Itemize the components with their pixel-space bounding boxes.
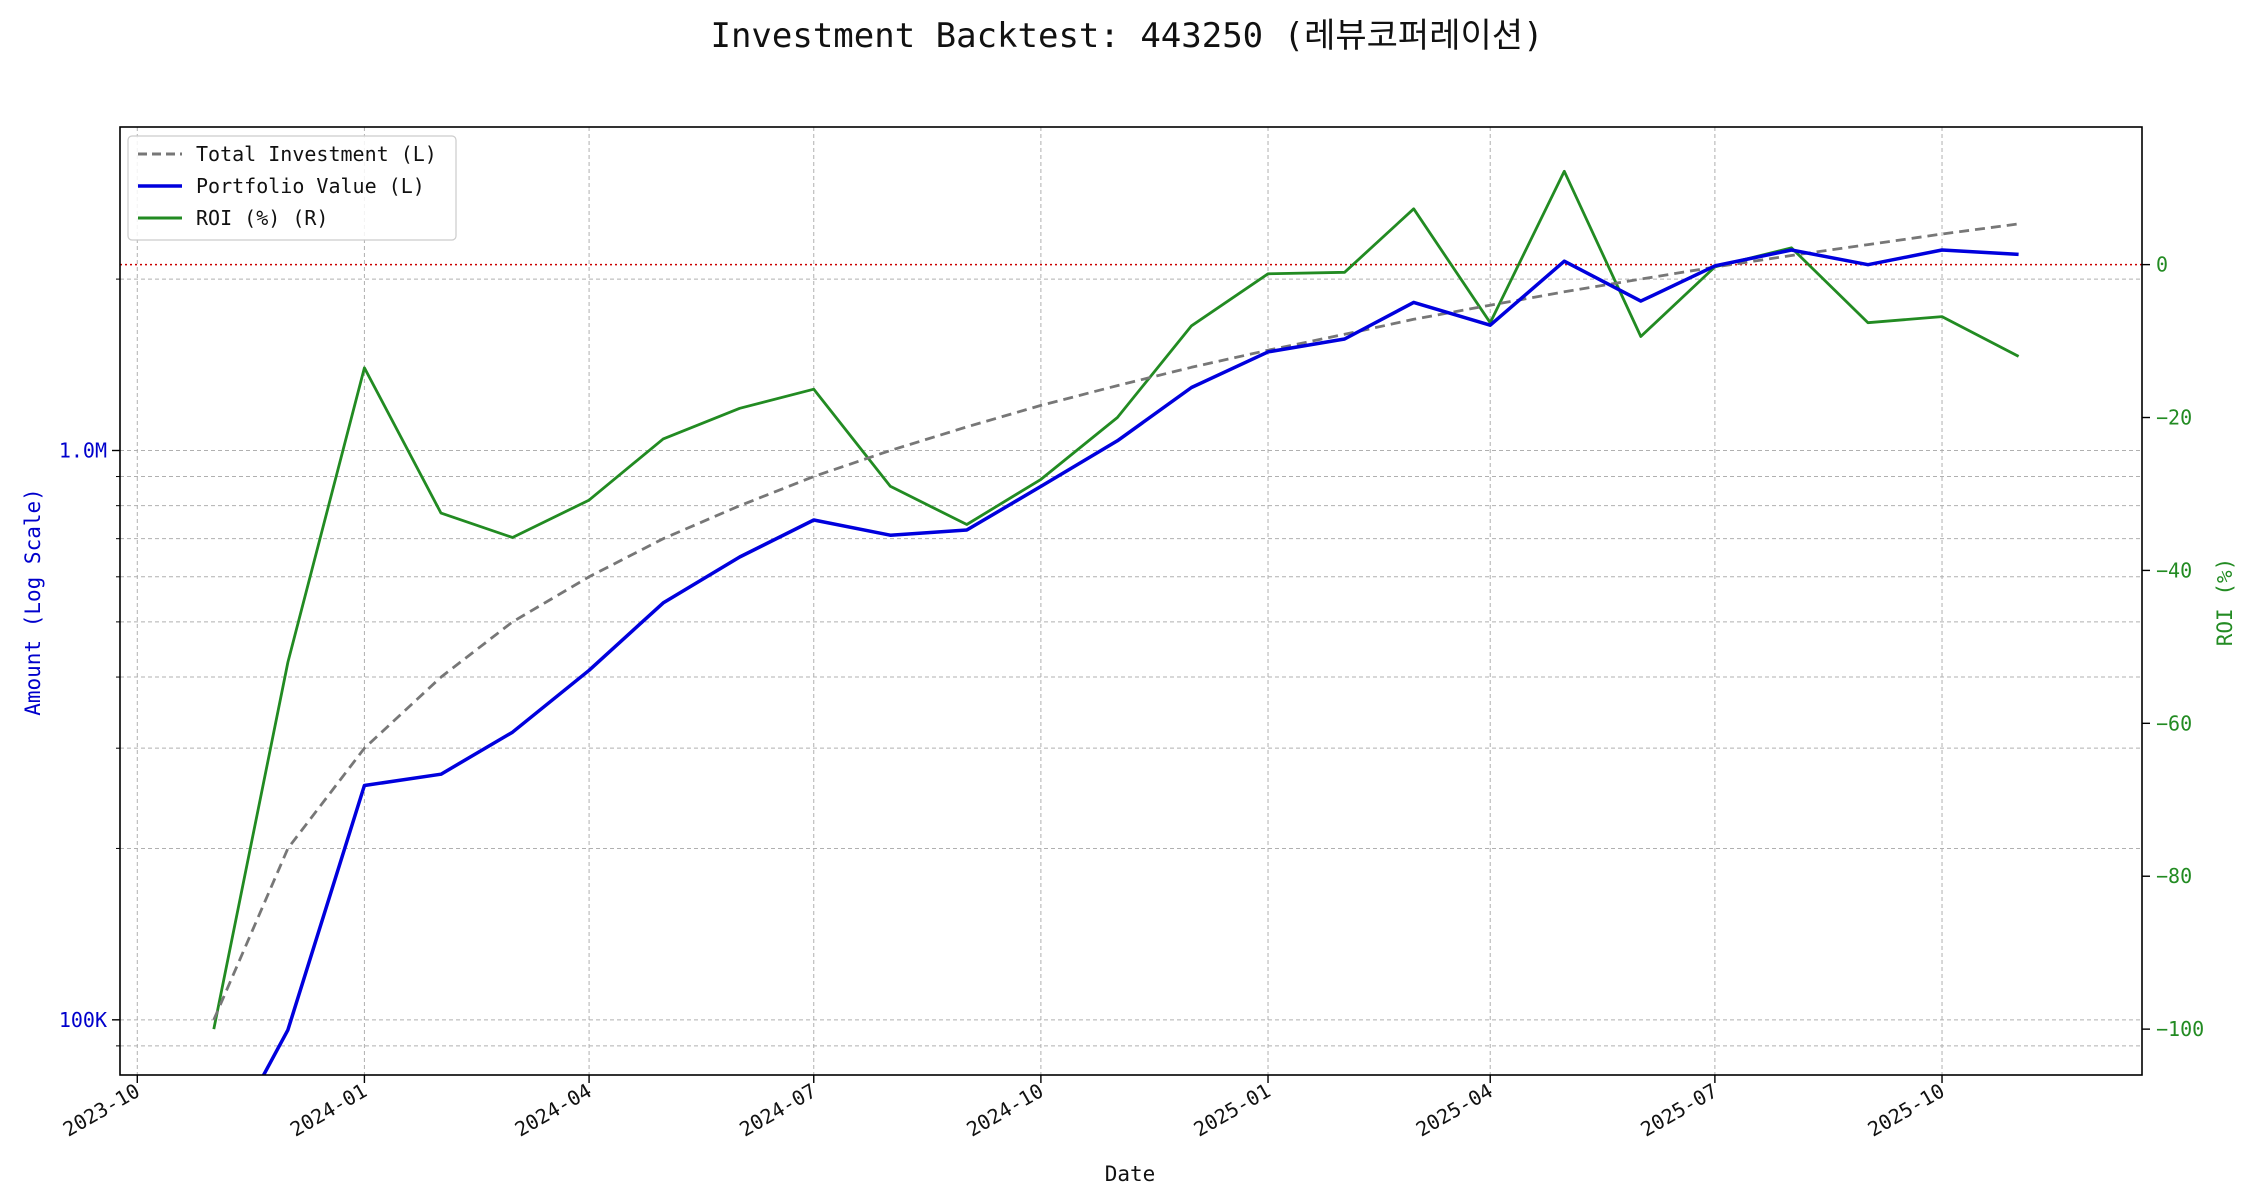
- y-right-tick-label: −100: [2156, 1017, 2204, 1041]
- series-lines: [212, 169, 2020, 1075]
- plot-frame: [119, 126, 2143, 1076]
- legend: Total Investment (L) Portfolio Value (L)…: [127, 135, 457, 241]
- grid-lines: [120, 127, 2142, 1075]
- y-right-axis-label: ROI (%): [2213, 558, 2237, 647]
- y-right-tick-label: 0: [2156, 253, 2168, 277]
- legend-label-roi: ROI (%) (R): [196, 206, 328, 230]
- y-right-tick-label: −40: [2156, 558, 2192, 582]
- y-right-tick-label: −60: [2156, 711, 2192, 735]
- legend-label-portfolio-value: Portfolio Value (L): [196, 174, 425, 198]
- y-right-tick-label: −80: [2156, 864, 2192, 888]
- y-left-axis-label: Amount (Log Scale): [21, 488, 45, 716]
- y-right-tick-label: −20: [2156, 406, 2192, 430]
- y-left-tick-label: 1.0M: [59, 438, 107, 462]
- x-axis-label: Date: [1105, 1162, 1156, 1186]
- legend-box: [127, 135, 457, 241]
- portfolio-value-line: [261, 248, 2019, 1075]
- y-left-tick-label: 100K: [59, 1008, 107, 1032]
- legend-label-total-investment: Total Investment (L): [196, 142, 437, 166]
- chart-title: Investment Backtest: 443250 (레뷰코퍼레이션): [710, 16, 1543, 56]
